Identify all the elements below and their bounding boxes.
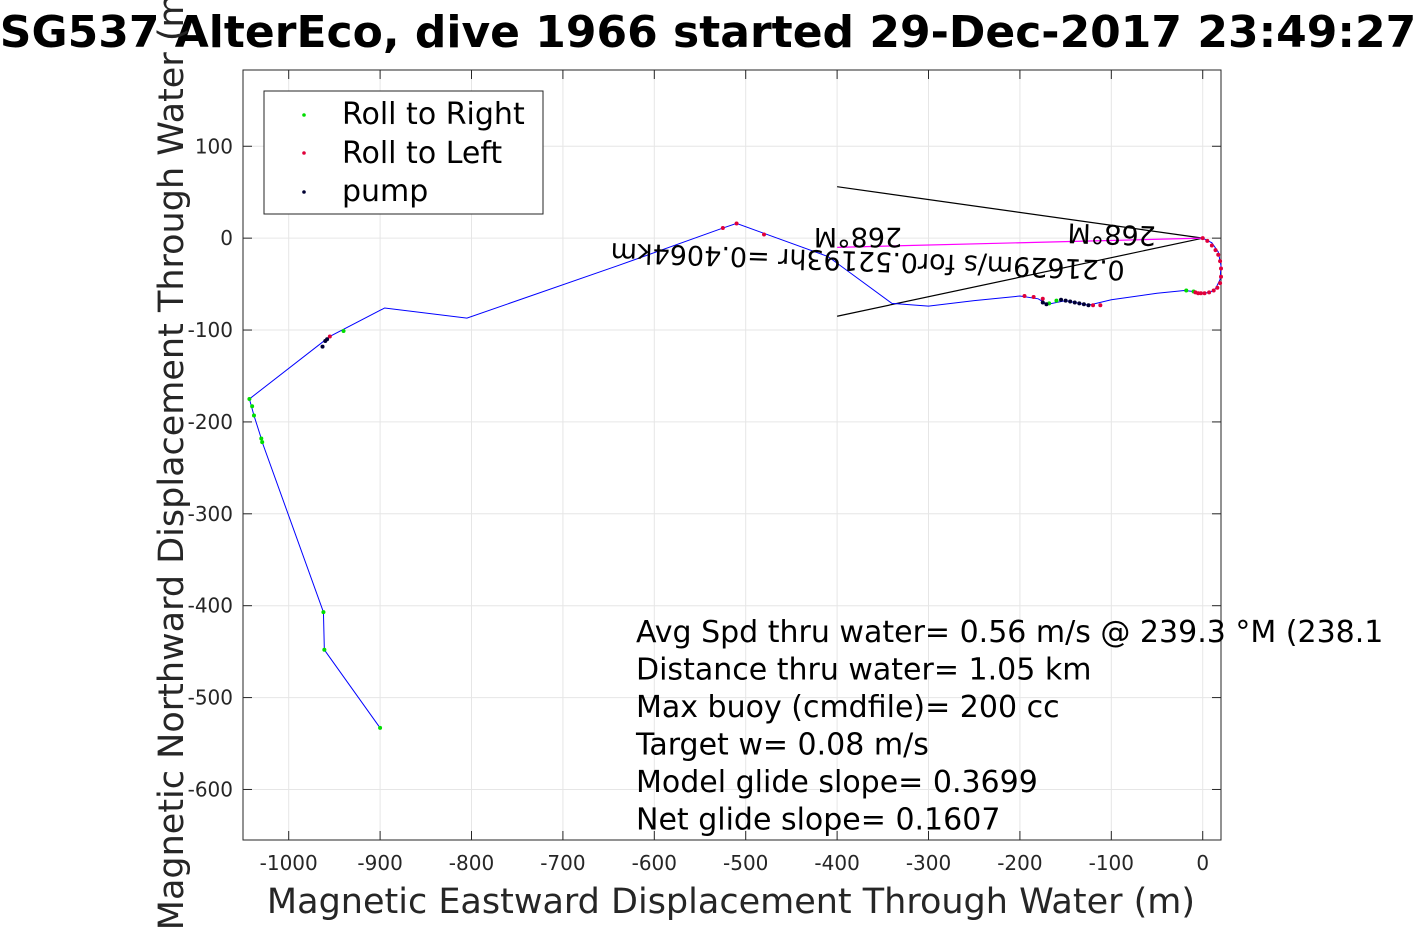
- markers: [247, 221, 1223, 730]
- roll-left-point: [327, 334, 332, 339]
- x-tick-label: -600: [632, 851, 677, 875]
- axis-ticks: -1000 -900 -800 -700 -600 -500 -400 -300 -200 -10…: [188, 70, 1221, 875]
- x-tick-label: -300: [906, 851, 951, 875]
- legend-label-roll-left: Roll to Left: [342, 136, 502, 171]
- roll-left-point: [1219, 274, 1223, 279]
- stats-line: Distance thru water= 1.05 km: [636, 653, 1091, 688]
- roll-left-point: [1209, 243, 1214, 248]
- dive-stats: Avg Spd thru water= 0.56 m/s @ 239.3 °M …: [635, 615, 1383, 838]
- x-tick-label: -100: [1089, 851, 1134, 875]
- roll-right-point: [1054, 298, 1059, 303]
- x-tick-label: -900: [357, 851, 402, 875]
- roll-left-point: [734, 221, 739, 226]
- roll-left-point: [1098, 303, 1103, 308]
- roll-right-point: [260, 440, 265, 445]
- roll-right-point: [341, 328, 346, 333]
- roll-left-point: [1219, 266, 1223, 271]
- legend-label-pump: pump: [342, 174, 428, 209]
- roll-left-point: [1202, 291, 1207, 296]
- x-tick-label: -200: [997, 851, 1042, 875]
- roll-left-point: [1193, 290, 1198, 295]
- y-tick-label: -100: [188, 318, 233, 342]
- pump-point: [1059, 297, 1064, 302]
- roll-left-point: [1207, 290, 1212, 295]
- x-tick-label: -800: [449, 851, 494, 875]
- roll-right-point: [250, 404, 255, 409]
- legend-marker-roll-right: [302, 113, 306, 117]
- roll-left-point: [1205, 238, 1210, 243]
- current-annotations: 0.21629m/s for0.52193hr =0.4064km 268°M …: [610, 216, 1156, 284]
- x-tick-label: -400: [814, 851, 859, 875]
- y-tick-label: 100: [195, 134, 233, 158]
- roll-left-point: [1211, 288, 1216, 293]
- roll-right-point: [1184, 288, 1189, 293]
- chart-title: SG537 AlterEco, dive 1966 started 29-Dec…: [0, 7, 1416, 58]
- legend: Roll to Right Roll to Left pump: [263, 90, 544, 215]
- roll-left-point: [761, 232, 766, 237]
- x-tick-label: 0: [1196, 851, 1209, 875]
- roll-left-point: [1213, 248, 1218, 253]
- current-line: [837, 237, 1203, 248]
- roll-right-point: [251, 413, 256, 418]
- roll-left-point: [720, 226, 725, 231]
- x-tick-label: -500: [723, 851, 768, 875]
- stats-line: Avg Spd thru water= 0.56 m/s @ 239.3 °M …: [636, 615, 1383, 650]
- current-line: [836, 237, 1203, 317]
- roll-right-point: [378, 725, 383, 730]
- y-tick-label: -600: [188, 777, 233, 801]
- current-line: [837, 186, 1203, 239]
- legend-marker-roll-left: [302, 151, 306, 155]
- y-tick-label: 0: [220, 226, 233, 250]
- legend-label-roll-right: Roll to Right: [342, 97, 525, 132]
- pump-point: [320, 344, 325, 349]
- stats-line: Target w= 0.08 m/s: [635, 728, 929, 763]
- pump-point: [1086, 303, 1091, 308]
- roll-left-point: [1040, 296, 1045, 301]
- stats-line: Model glide slope= 0.3699: [636, 765, 1038, 800]
- roll-left-point: [1031, 294, 1036, 299]
- roll-left-point: [1218, 259, 1223, 264]
- legend-box: [263, 90, 544, 215]
- pump-point: [1040, 300, 1045, 305]
- x-tick-label: -700: [540, 851, 585, 875]
- y-tick-label: -500: [188, 686, 233, 710]
- pump-point: [325, 337, 330, 342]
- roll-left-point: [1215, 285, 1220, 290]
- pump-point: [1063, 298, 1068, 303]
- y-tick-label: -200: [188, 410, 233, 434]
- current-lines: [836, 186, 1203, 317]
- roll-right-point: [259, 436, 264, 441]
- roll-right-point: [321, 610, 326, 615]
- roll-left-point: [1022, 294, 1027, 299]
- roll-right-point: [247, 396, 252, 401]
- pump-point: [1081, 302, 1086, 307]
- x-tick-label: -1000: [260, 851, 318, 875]
- roll-left-point: [1198, 291, 1203, 296]
- roll-left-point: [1200, 236, 1205, 241]
- pump-point: [1044, 302, 1049, 307]
- pump-point: [1077, 301, 1082, 306]
- current-label-heading-1: 268°M: [1067, 216, 1156, 250]
- stats-line: Max buoy (cmdfile)= 200 cc: [636, 690, 1060, 725]
- stats-line: Net glide slope= 0.1607: [636, 803, 1000, 838]
- roll-right-point: [322, 647, 327, 652]
- y-axis-label: Magnetic Northward Displacement Through …: [152, 0, 192, 930]
- roll-left-point: [1218, 281, 1223, 286]
- current-label-heading-2: 268°M: [814, 221, 902, 252]
- pump-point: [1072, 300, 1077, 305]
- y-tick-label: -300: [188, 502, 233, 526]
- roll-left-point: [1091, 303, 1096, 308]
- y-tick-label: -400: [188, 594, 233, 618]
- legend-marker-pump: [302, 190, 306, 194]
- x-axis-label: Magnetic Eastward Displacement Through W…: [267, 882, 1195, 922]
- plot-frame: [242, 69, 1222, 841]
- roll-left-point: [1216, 252, 1221, 257]
- pump-point: [1068, 299, 1073, 304]
